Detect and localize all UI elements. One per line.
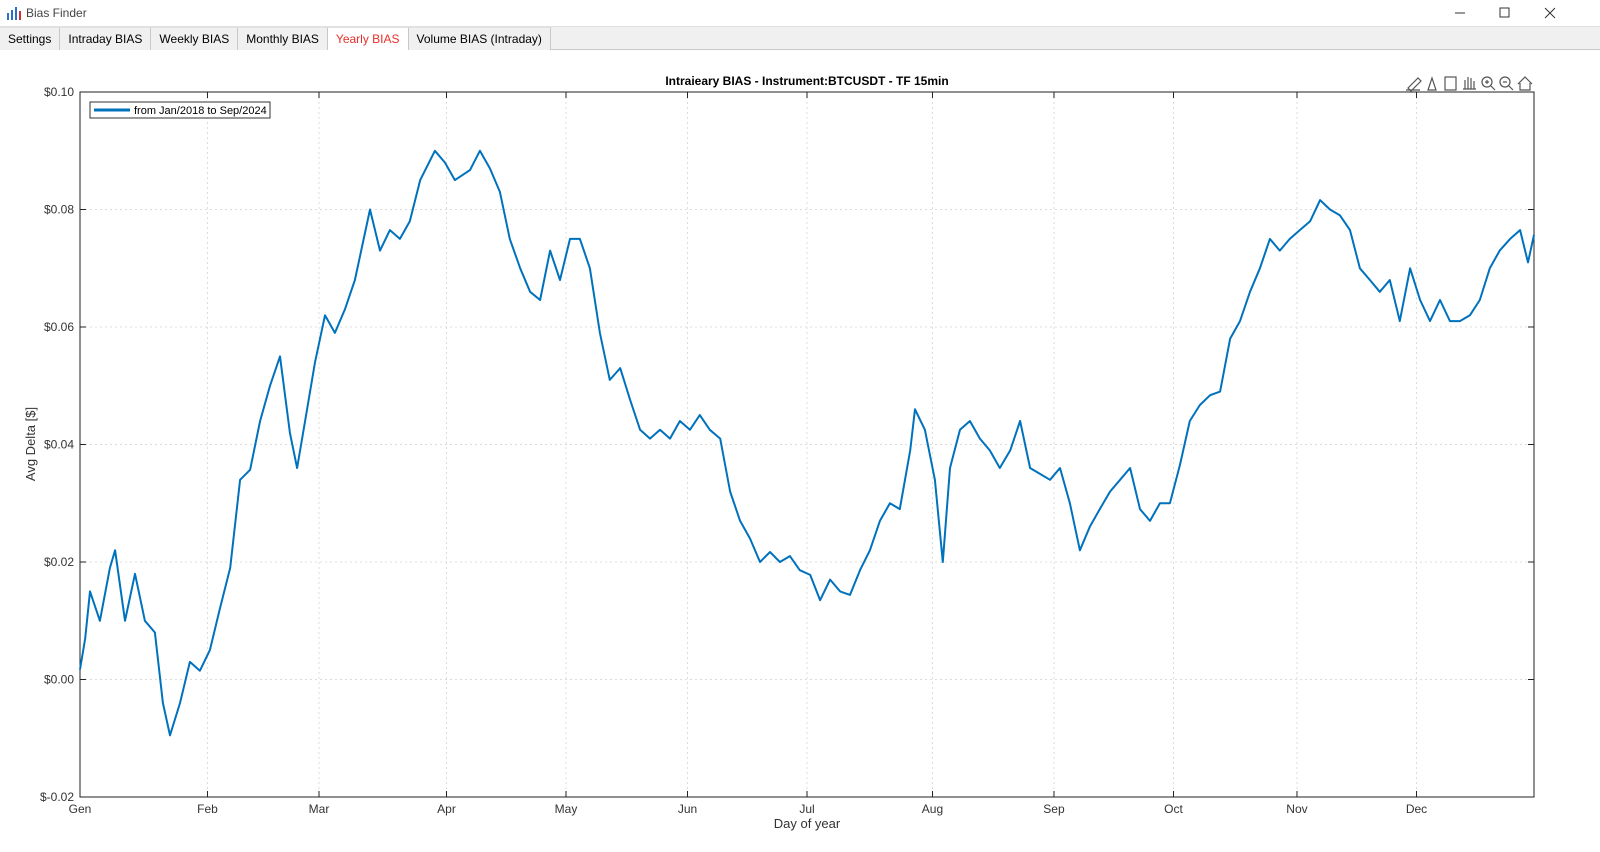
x-tick-label: Dec	[1406, 802, 1427, 816]
x-tick-label: May	[555, 802, 578, 816]
toolbar-export[interactable]	[1444, 76, 1457, 91]
toolbar-datatip[interactable]	[1427, 76, 1437, 91]
tab-bar: Settings Intraday BIAS Weekly BIAS Monthly …	[0, 27, 1600, 50]
x-tick-label: Jul	[799, 802, 814, 816]
x-axis-label: Day of year	[774, 816, 841, 831]
toolbar-pan[interactable]	[1463, 77, 1476, 90]
toolbar-zoom-in[interactable]	[1481, 76, 1493, 88]
y-tick-label: $-0.02	[40, 790, 74, 804]
figure: Intraieary BIAS - Instrument:BTCUSDT - T…	[23, 74, 1535, 831]
x-tick-label: Nov	[1286, 802, 1307, 816]
tab[interactable]: Yearly BIAS	[327, 27, 409, 50]
legend-label: from Jan/2018 to Sep/2024	[134, 105, 267, 117]
app-icon	[7, 7, 21, 20]
x-tick-label: Oct	[1164, 802, 1183, 816]
y-tick-label: $0.00	[44, 673, 74, 687]
figure-toolbar	[1406, 76, 1533, 92]
window-controls	[1455, 7, 1556, 19]
maximize-button[interactable]	[1499, 7, 1510, 18]
window-title: Bias Finder	[26, 6, 87, 20]
x-tick-label: Mar	[309, 802, 330, 816]
chart-title: Intraieary BIAS - Instrument:BTCUSDT - T…	[665, 74, 948, 88]
data-line	[79, 149, 1535, 737]
x-tick-label: Feb	[197, 802, 218, 816]
toolbar-zoom-out[interactable]	[1499, 76, 1511, 88]
plot-frame	[79, 91, 1535, 798]
legend-box	[89, 101, 271, 119]
y-tick-label: $0.02	[44, 555, 74, 569]
title-bar: Bias Finder	[0, 0, 1600, 27]
y-tick-label: $0.10	[44, 85, 74, 99]
tab[interactable]: Settings	[0, 27, 61, 50]
y-axis-label: Avg Delta [$]	[23, 407, 38, 481]
x-tick-label: Aug	[922, 802, 943, 816]
x-tick-label: Gen	[69, 802, 92, 816]
tab[interactable]: Intraday BIAS	[60, 27, 152, 50]
y-tick-label: $0.08	[44, 203, 74, 217]
x-tick-label: Sep	[1043, 802, 1065, 816]
tab[interactable]: Weekly BIAS	[151, 27, 239, 50]
tab[interactable]: Volume BIAS (Intraday)	[408, 27, 551, 50]
toolbar-home[interactable]	[1517, 76, 1533, 91]
x-tick-label: Apr	[437, 802, 456, 816]
toolbar-brush[interactable]	[1406, 77, 1422, 92]
close-button[interactable]	[1544, 7, 1556, 19]
y-tick-label: $0.04	[44, 438, 74, 452]
y-tick-label: $0.06	[44, 320, 74, 334]
x-tick-label: Jun	[678, 802, 697, 816]
tab[interactable]: Monthly BIAS	[238, 27, 328, 50]
